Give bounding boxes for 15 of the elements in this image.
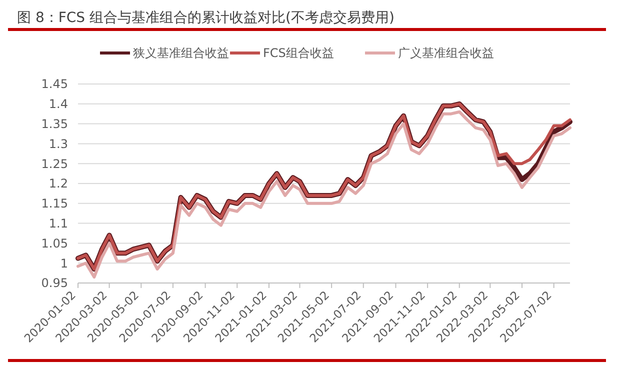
y-tick-label: 1.2 <box>48 176 68 191</box>
y-tick-label: 1.25 <box>41 156 68 171</box>
legend-label: 狭义基准组合收益 <box>133 46 229 60</box>
chart-title: 图 8：FCS 组合与基准组合的累计收益对比(不考虑交易费用) <box>17 10 394 26</box>
y-tick-label: 1 <box>60 256 68 270</box>
y-tick-label: 1.45 <box>41 77 68 92</box>
y-tick-label: 1.35 <box>41 117 68 131</box>
y-tick-label: 1.05 <box>41 236 68 250</box>
y-tick-label: 1.1 <box>48 216 68 230</box>
y-tick-label: 1.15 <box>41 196 68 211</box>
legend-label: 广义基准组合收益 <box>398 46 494 60</box>
y-tick-label: 1.3 <box>48 136 68 151</box>
legend-label: FCS组合收益 <box>263 46 334 60</box>
y-tick-label: 0.95 <box>41 276 68 290</box>
y-tick-label: 1.4 <box>48 97 68 112</box>
